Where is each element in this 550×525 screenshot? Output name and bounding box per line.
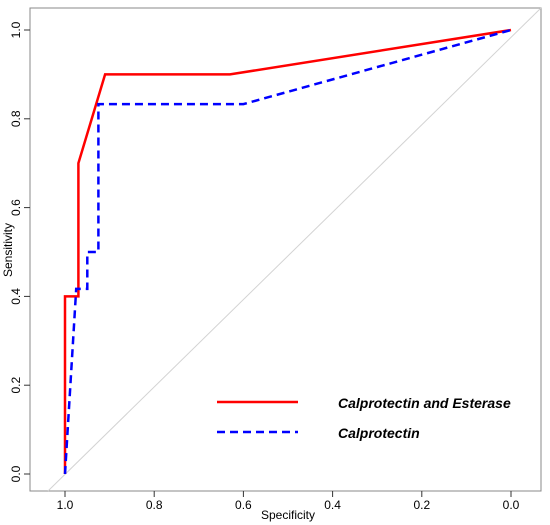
plot-frame xyxy=(29,7,542,492)
x-tick-label: 0.0 xyxy=(503,498,520,512)
x-axis-title: Specificity xyxy=(261,508,315,522)
y-tick-label: 0.2 xyxy=(9,377,23,394)
y-tick-label: 0.4 xyxy=(9,288,23,305)
legend-label-calprotectin: Calprotectin xyxy=(338,425,420,441)
y-tick-label: 0.6 xyxy=(9,199,23,216)
y-axis: 0.0 0.2 0.4 0.6 0.8 1.0 xyxy=(9,21,30,482)
y-axis-title: Sensitivity xyxy=(1,223,15,277)
x-tick-label: 0.2 xyxy=(413,498,430,512)
y-tick-label: 0.0 xyxy=(9,465,23,482)
series-layer xyxy=(63,28,512,475)
y-tick-label: 0.8 xyxy=(9,110,23,127)
x-tick-label: 0.8 xyxy=(146,498,163,512)
x-tick-label: 1.0 xyxy=(57,498,74,512)
reference-diagonal-line xyxy=(47,7,542,492)
legend: Calprotectin and Esterase Calprotectin xyxy=(217,395,511,441)
x-tick-label: 0.4 xyxy=(324,498,341,512)
series-line-calprotectin xyxy=(63,28,512,475)
x-tick-label: 0.6 xyxy=(235,498,252,512)
y-tick-label: 1.0 xyxy=(9,21,23,38)
x-axis: 1.0 0.8 0.6 0.4 0.2 0.0 xyxy=(57,491,520,512)
series-line-calprotectin-and-esterase xyxy=(63,28,512,474)
legend-label-calprotectin-and-esterase: Calprotectin and Esterase xyxy=(338,395,511,411)
